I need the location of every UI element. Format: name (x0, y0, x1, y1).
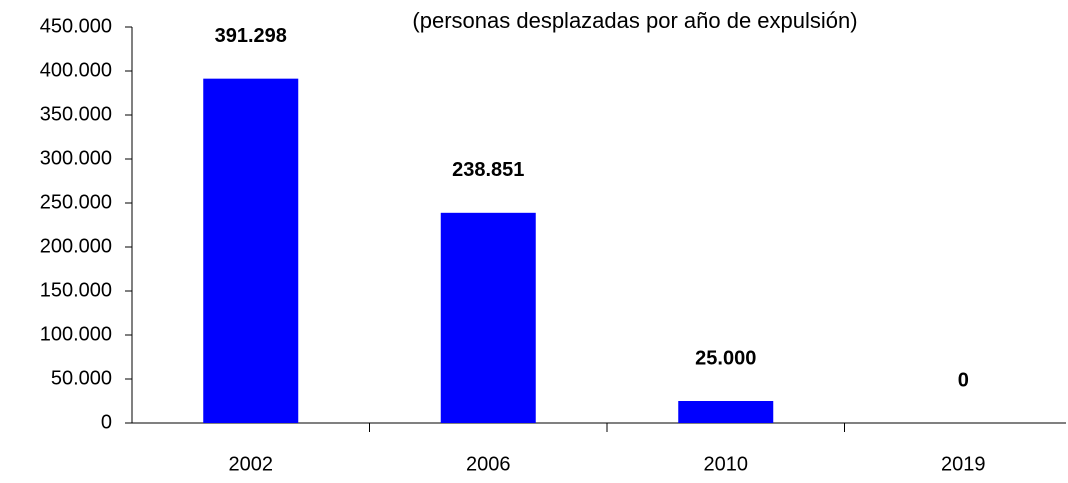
bar (678, 401, 774, 423)
x-tick-label: 2006 (466, 453, 511, 475)
value-label: 238.851 (452, 159, 524, 181)
chart-subtitle: (personas desplazadas por año de expulsi… (412, 8, 857, 33)
y-tick-label: 300.000 (40, 147, 112, 169)
y-tick-label: 250.000 (40, 191, 112, 213)
y-tick-label: 0 (101, 411, 112, 433)
x-tick-label: 2002 (229, 453, 274, 475)
bar (203, 78, 299, 423)
y-tick-label: 150.000 (40, 279, 112, 301)
y-tick-label: 350.000 (40, 103, 112, 125)
y-tick-label: 50.000 (51, 367, 112, 389)
y-tick-label: 450.000 (40, 15, 112, 37)
bar (440, 212, 536, 423)
value-label: 391.298 (215, 25, 287, 47)
y-tick-label: 200.000 (40, 235, 112, 257)
value-label: 0 (958, 369, 969, 391)
x-tick-label: 2010 (704, 453, 749, 475)
value-label: 25.000 (695, 347, 756, 369)
y-tick-label: 400.000 (40, 59, 112, 81)
x-tick-label: 2019 (941, 453, 986, 475)
y-tick-label: 100.000 (40, 323, 112, 345)
